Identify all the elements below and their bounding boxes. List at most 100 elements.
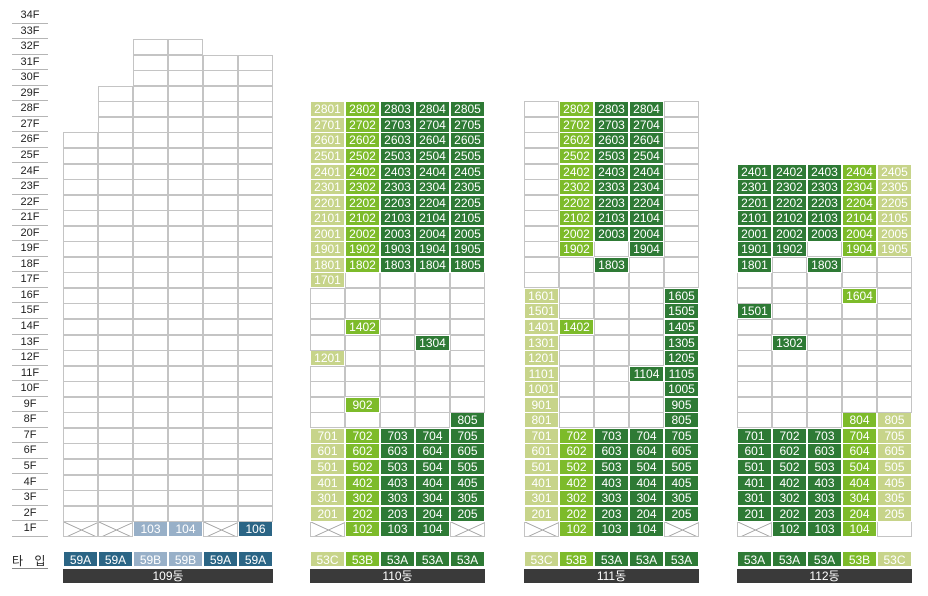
empty-unit-cell xyxy=(629,334,664,351)
empty-unit-cell xyxy=(133,334,168,351)
unit-type-badge: 53A xyxy=(450,551,485,567)
empty-unit-cell xyxy=(133,458,168,475)
empty-unit-cell xyxy=(63,458,98,475)
unit-cell: 1305 xyxy=(664,334,699,351)
unit-cell: 1903 xyxy=(380,241,415,258)
empty-unit-cell xyxy=(772,272,807,289)
empty-unit-cell xyxy=(807,381,842,398)
empty-unit-cell xyxy=(63,147,98,164)
unit-cell: 502 xyxy=(345,458,380,475)
empty-unit-cell xyxy=(238,116,273,133)
unit-cell: 703 xyxy=(807,427,842,444)
unit-cell: 1401 xyxy=(524,319,559,336)
empty-unit-cell xyxy=(594,287,629,304)
empty-unit-cell xyxy=(629,287,664,304)
empty-unit-cell xyxy=(415,350,450,367)
unit-cell: 106 xyxy=(238,521,273,538)
empty-unit-cell xyxy=(559,350,594,367)
empty-unit-cell xyxy=(238,365,273,382)
unit-cell: 201 xyxy=(310,505,345,522)
unit-cell: 701 xyxy=(524,427,559,444)
unit-cell: 304 xyxy=(415,490,450,507)
empty-unit-cell xyxy=(807,241,842,258)
empty-unit-cell xyxy=(380,272,415,289)
empty-unit-cell xyxy=(238,412,273,429)
empty-unit-cell xyxy=(203,179,238,196)
unit-cell: 2304 xyxy=(415,179,450,196)
floor-label: 10F xyxy=(12,381,48,397)
empty-unit-cell xyxy=(772,303,807,320)
empty-unit-cell xyxy=(168,458,203,475)
unit-cell: 2104 xyxy=(415,210,450,227)
unit-type-badge: 53A xyxy=(737,551,772,567)
unit-cell: 1101 xyxy=(524,365,559,382)
unit-cell: 104 xyxy=(168,521,203,538)
unit-type-badge: 59B xyxy=(133,551,168,567)
empty-unit-cell xyxy=(345,303,380,320)
unit-cell: 2403 xyxy=(807,163,842,180)
unit-cell: 2605 xyxy=(450,132,485,149)
unit-cell: 301 xyxy=(310,490,345,507)
unit-cell: 1505 xyxy=(664,303,699,320)
empty-unit-cell xyxy=(98,319,133,336)
floor-label: 20F xyxy=(12,226,48,242)
empty-unit-cell xyxy=(203,350,238,367)
empty-unit-cell xyxy=(203,70,238,87)
empty-unit-cell xyxy=(629,256,664,273)
unit-cell: 1902 xyxy=(772,241,807,258)
building-name-bar: 109동 xyxy=(63,569,273,583)
unit-cell: 2603 xyxy=(380,132,415,149)
empty-unit-cell xyxy=(594,334,629,351)
empty-unit-cell xyxy=(450,350,485,367)
empty-unit-cell xyxy=(664,163,699,180)
unit-cell: 505 xyxy=(877,458,912,475)
empty-unit-cell xyxy=(203,396,238,413)
floor-label: 6F xyxy=(12,443,48,459)
unit-cell: 104 xyxy=(842,521,877,538)
empty-unit-cell xyxy=(807,319,842,336)
empty-unit-cell xyxy=(664,147,699,164)
empty-unit-cell xyxy=(345,334,380,351)
empty-unit-cell xyxy=(842,334,877,351)
empty-unit-cell xyxy=(63,505,98,522)
unit-cell: 602 xyxy=(345,443,380,460)
empty-unit-cell xyxy=(98,396,133,413)
empty-unit-cell xyxy=(415,381,450,398)
empty-unit-cell xyxy=(807,412,842,429)
empty-unit-cell xyxy=(842,319,877,336)
empty-unit-cell xyxy=(415,287,450,304)
unit-cell: 2002 xyxy=(772,225,807,242)
empty-unit-cell xyxy=(168,163,203,180)
empty-unit-cell xyxy=(664,241,699,258)
unit-cell: 2704 xyxy=(629,116,664,133)
floor-label: 24F xyxy=(12,164,48,180)
empty-unit-cell xyxy=(133,272,168,289)
unit-cell: 301 xyxy=(524,490,559,507)
empty-unit-cell xyxy=(98,163,133,180)
empty-unit-cell xyxy=(594,272,629,289)
unit-cell: 305 xyxy=(450,490,485,507)
unit-cell: 104 xyxy=(415,521,450,538)
empty-unit-cell xyxy=(168,70,203,87)
empty-unit-cell xyxy=(772,287,807,304)
empty-unit-cell xyxy=(63,490,98,507)
unit-cell: 1802 xyxy=(345,256,380,273)
unit-cell: 2805 xyxy=(450,101,485,118)
unit-cell: 603 xyxy=(807,443,842,460)
unit-cell: 405 xyxy=(664,474,699,491)
unit-cell: 702 xyxy=(772,427,807,444)
unit-cell: 303 xyxy=(807,490,842,507)
building-name-bar: 111동 xyxy=(524,569,699,583)
unit-type-badge: 53B xyxy=(345,551,380,567)
empty-unit-cell xyxy=(168,256,203,273)
empty-unit-cell xyxy=(737,334,772,351)
unit-cell: 2302 xyxy=(559,179,594,196)
empty-unit-cell xyxy=(133,85,168,102)
unit-cell: 404 xyxy=(415,474,450,491)
unit-cell: 2303 xyxy=(807,179,842,196)
unit-cell: 1904 xyxy=(629,241,664,258)
unit-cell: 1604 xyxy=(842,287,877,304)
unit-cell: 2201 xyxy=(737,194,772,211)
empty-unit-cell xyxy=(807,303,842,320)
unit-cell: 2203 xyxy=(380,194,415,211)
